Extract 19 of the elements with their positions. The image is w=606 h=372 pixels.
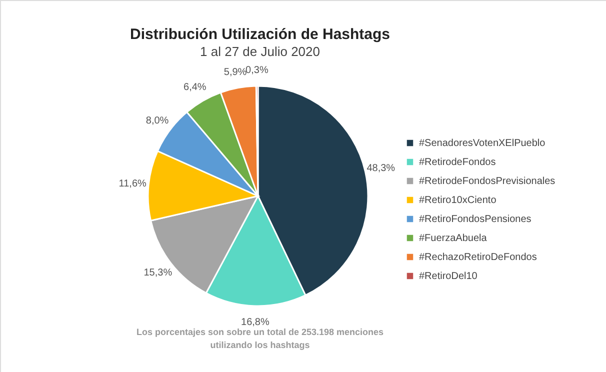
data-label: 11,6% <box>118 178 147 190</box>
data-label: 16,8% <box>241 316 270 328</box>
data-label: 5,9% <box>224 67 247 78</box>
legend-label: #RetirodeFondosPrevisionales <box>419 176 556 187</box>
legend-label: #RetirodeFondos <box>419 157 496 168</box>
legend-label: #RetiroFondosPensiones <box>419 214 532 225</box>
data-label: 0,3% <box>246 65 268 76</box>
data-label: 6,4% <box>184 82 206 93</box>
data-label: 48,3% <box>366 163 396 174</box>
legend-label: #RechazoRetiroDeFondos <box>419 252 537 263</box>
legend-label: #RetiroDel10 <box>419 271 478 282</box>
legend-label: #FuerzaAbuela <box>419 233 488 244</box>
data-label: 8,0% <box>146 115 169 126</box>
chart-subtitle: 1 al 27 de Julio 2020 <box>200 44 320 59</box>
data-label: 15,3% <box>144 268 172 279</box>
chart-title: Distribución Utilización de Hashtags <box>130 26 390 43</box>
legend-label: #Retiro10xCiento <box>419 195 497 206</box>
legend-label: #SenadoresVotenXElPueblo <box>419 138 546 149</box>
text: Los porcentajes son sobre un total de 253.198 menciones utilizando los hashtags <box>136 327 384 350</box>
